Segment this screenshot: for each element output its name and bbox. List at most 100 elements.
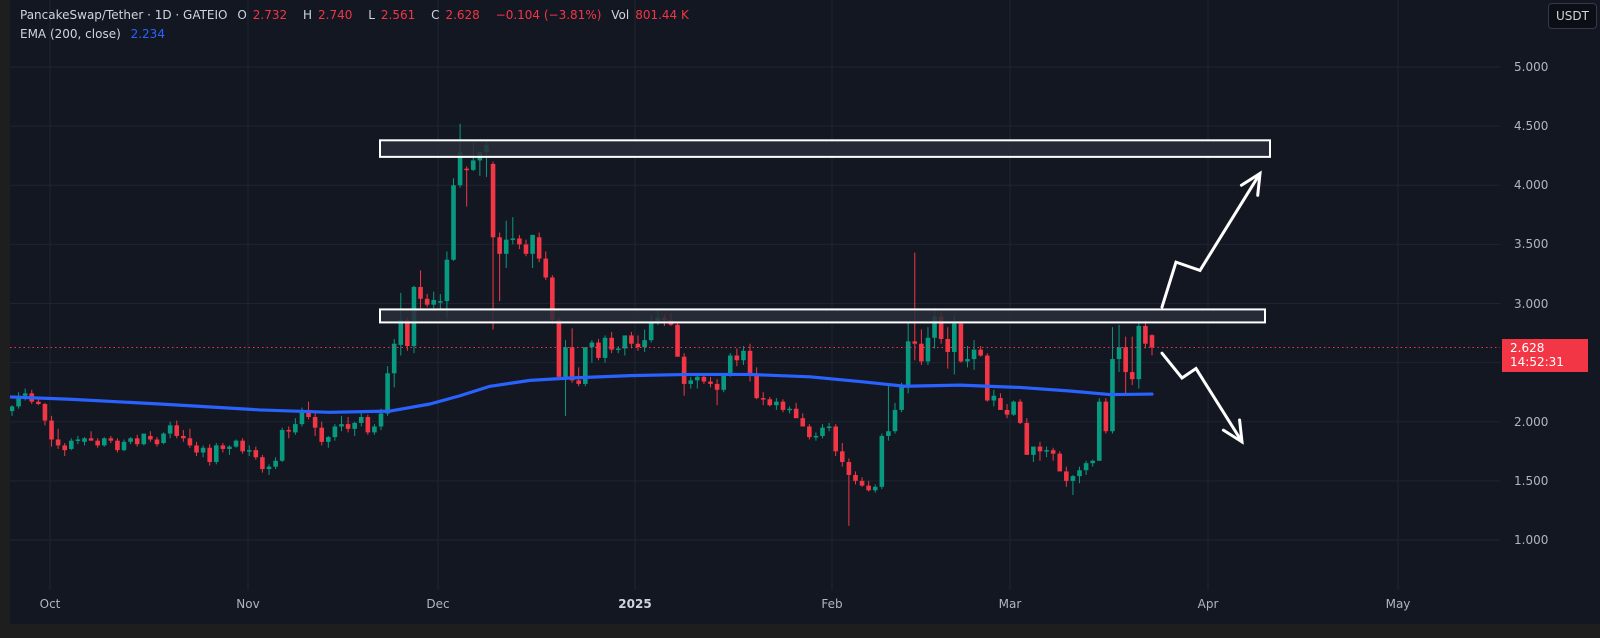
- candle[interactable]: [787, 406, 792, 414]
- candle[interactable]: [1110, 327, 1115, 434]
- candle[interactable]: [760, 392, 766, 406]
- candle[interactable]: [925, 327, 931, 365]
- candle[interactable]: [971, 340, 977, 370]
- candle[interactable]: [602, 335, 608, 363]
- ema-label[interactable]: EMA (200, close): [20, 27, 121, 41]
- candle[interactable]: [438, 294, 443, 311]
- candle[interactable]: [42, 402, 48, 426]
- candle[interactable]: [1024, 418, 1030, 455]
- candle[interactable]: [82, 437, 87, 446]
- candle[interactable]: [991, 389, 997, 407]
- candle[interactable]: [1017, 399, 1023, 425]
- candle[interactable]: [905, 321, 911, 394]
- candle[interactable]: [174, 420, 180, 439]
- candle[interactable]: [1057, 451, 1063, 472]
- candle[interactable]: [820, 424, 825, 439]
- candle[interactable]: [793, 402, 799, 419]
- candle[interactable]: [424, 294, 430, 308]
- candle[interactable]: [629, 331, 634, 349]
- candle[interactable]: [767, 396, 773, 407]
- candle[interactable]: [233, 439, 239, 448]
- candle[interactable]: [62, 443, 68, 457]
- candle[interactable]: [148, 431, 153, 442]
- candle[interactable]: [358, 412, 364, 427]
- candle[interactable]: [497, 232, 502, 302]
- candle[interactable]: [431, 291, 437, 309]
- candle[interactable]: [879, 433, 885, 490]
- candle[interactable]: [965, 346, 970, 368]
- candle[interactable]: [714, 379, 720, 406]
- candle[interactable]: [9, 405, 15, 416]
- candle[interactable]: [1083, 460, 1089, 475]
- candle[interactable]: [503, 220, 509, 269]
- candle[interactable]: [1037, 441, 1043, 461]
- candle[interactable]: [1129, 336, 1135, 386]
- candle[interactable]: [339, 415, 344, 432]
- candle[interactable]: [543, 251, 549, 280]
- candle[interactable]: [510, 217, 516, 245]
- candle[interactable]: [187, 428, 193, 448]
- candle[interactable]: [536, 232, 542, 263]
- candle[interactable]: [260, 454, 265, 473]
- candle[interactable]: [352, 421, 357, 436]
- candle[interactable]: [1050, 447, 1056, 461]
- candle[interactable]: [266, 464, 272, 475]
- candle[interactable]: [609, 331, 614, 354]
- candle[interactable]: [227, 445, 232, 455]
- candle[interactable]: [530, 234, 535, 269]
- candle[interactable]: [391, 338, 397, 388]
- candle[interactable]: [1143, 320, 1148, 349]
- price-axis[interactable]: 5.000 4.500 4.000 3.500 3.000 2.000 1.500 1.000: [1500, 0, 1600, 590]
- candle[interactable]: [108, 435, 114, 444]
- candle[interactable]: [418, 270, 423, 309]
- candle[interactable]: [326, 435, 331, 448]
- candle[interactable]: [213, 443, 219, 465]
- candle[interactable]: [1004, 404, 1010, 419]
- candle[interactable]: [642, 329, 647, 352]
- candle[interactable]: [754, 367, 759, 400]
- candle[interactable]: [279, 427, 285, 462]
- candle[interactable]: [892, 402, 898, 434]
- candle[interactable]: [826, 422, 832, 432]
- candle[interactable]: [1090, 459, 1095, 467]
- candle[interactable]: [101, 437, 107, 447]
- candle[interactable]: [807, 424, 812, 440]
- candle[interactable]: [523, 239, 529, 257]
- candle[interactable]: [984, 353, 990, 402]
- candle[interactable]: [741, 346, 746, 365]
- candle[interactable]: [886, 383, 891, 441]
- candle[interactable]: [688, 376, 694, 389]
- candle[interactable]: [398, 292, 404, 356]
- candle[interactable]: [385, 366, 390, 416]
- candle[interactable]: [220, 443, 226, 453]
- candle[interactable]: [833, 424, 838, 457]
- candle[interactable]: [853, 471, 858, 485]
- candle[interactable]: [866, 480, 871, 492]
- candle[interactable]: [161, 432, 166, 445]
- candle[interactable]: [774, 398, 779, 410]
- candle[interactable]: [464, 166, 469, 207]
- candle[interactable]: [839, 443, 845, 467]
- candle[interactable]: [167, 421, 173, 439]
- candle[interactable]: [134, 434, 140, 447]
- candle[interactable]: [451, 178, 456, 261]
- candle[interactable]: [780, 399, 786, 413]
- candle[interactable]: [444, 251, 450, 319]
- candle[interactable]: [899, 382, 904, 413]
- candle[interactable]: [912, 252, 918, 361]
- candle[interactable]: [622, 335, 628, 356]
- candle[interactable]: [372, 424, 377, 435]
- candle[interactable]: [734, 348, 740, 367]
- candle[interactable]: [16, 392, 21, 409]
- chart-plot-area[interactable]: [8, 0, 1500, 590]
- candle[interactable]: [952, 315, 957, 375]
- candle[interactable]: [286, 426, 292, 439]
- candle[interactable]: [319, 421, 325, 446]
- candle[interactable]: [1096, 398, 1102, 461]
- candle[interactable]: [589, 340, 595, 363]
- candle[interactable]: [1070, 474, 1076, 496]
- candle[interactable]: [490, 161, 496, 330]
- candle[interactable]: [293, 418, 298, 435]
- candle[interactable]: [721, 374, 726, 393]
- candle[interactable]: [128, 437, 133, 445]
